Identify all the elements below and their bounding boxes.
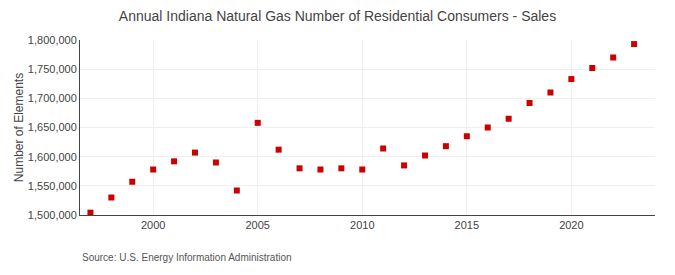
- svg-text:2000: 2000: [141, 219, 165, 231]
- svg-text:1,550,000: 1,550,000: [28, 180, 77, 192]
- svg-text:1,650,000: 1,650,000: [28, 121, 77, 133]
- svg-text:1,750,000: 1,750,000: [28, 63, 77, 75]
- svg-text:Annual Indiana Natural Gas Num: Annual Indiana Natural Gas Number of Res…: [119, 8, 556, 24]
- svg-text:2005: 2005: [245, 219, 269, 231]
- svg-text:2015: 2015: [455, 219, 479, 231]
- svg-text:Source: U.S. Energy Informatio: Source: U.S. Energy Information Administ…: [82, 252, 292, 263]
- svg-text:1,800,000: 1,800,000: [28, 34, 77, 46]
- svg-text:1,700,000: 1,700,000: [28, 92, 77, 104]
- svg-text:Number of Elements: Number of Elements: [12, 73, 26, 182]
- svg-text:2010: 2010: [350, 219, 374, 231]
- svg-text:1,500,000: 1,500,000: [28, 209, 77, 221]
- svg-text:1,600,000: 1,600,000: [28, 151, 77, 163]
- svg-text:2020: 2020: [559, 219, 583, 231]
